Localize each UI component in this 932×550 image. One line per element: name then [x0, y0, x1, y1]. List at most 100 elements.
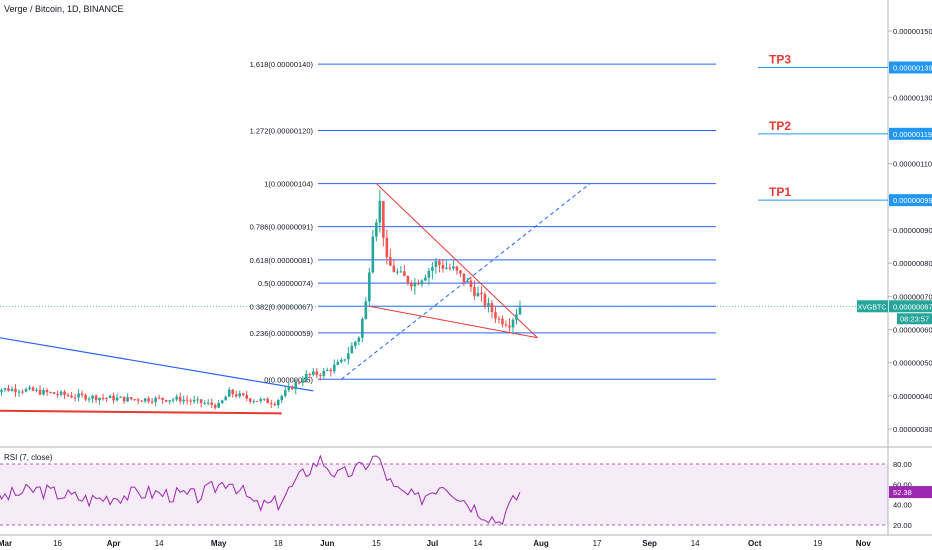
candle-body	[70, 395, 73, 398]
candle-body	[192, 399, 196, 402]
candle-body	[38, 389, 42, 395]
candle-body	[80, 393, 84, 395]
candle-body	[63, 391, 66, 395]
candle-body	[17, 391, 21, 393]
candle-body	[438, 261, 441, 265]
candle-body	[203, 403, 206, 405]
candle-body	[150, 401, 154, 403]
candle-body	[206, 402, 210, 404]
candle-body	[354, 341, 357, 346]
candle-body	[238, 393, 242, 397]
candle-body	[87, 398, 91, 400]
candle-body	[406, 276, 410, 283]
candle-body	[227, 389, 231, 397]
candle-body	[501, 318, 504, 325]
fib-label: 0.618(0.00000081)	[250, 256, 314, 265]
fib-label: 0.5(0.00000074)	[258, 279, 314, 288]
candle-body	[322, 370, 326, 376]
candle-body	[410, 282, 413, 287]
candle-body	[490, 303, 494, 313]
candle-body	[473, 287, 476, 297]
candle-body	[333, 364, 336, 372]
candle-body	[329, 369, 333, 372]
candle-body	[245, 394, 249, 399]
candle-body	[59, 391, 63, 395]
candle-body	[21, 391, 24, 393]
rsi-line	[0, 454, 521, 525]
candle-body	[326, 369, 329, 371]
candle-body	[466, 280, 469, 283]
candle-body	[199, 399, 203, 404]
target-label: TP3	[769, 52, 791, 66]
last-price-tag-label: 0.00000067	[893, 302, 932, 311]
candle-body	[45, 389, 49, 393]
rsi-tick-label: 60.00	[893, 480, 912, 489]
target-price-tag	[889, 127, 932, 140]
time-tick-label: 14	[473, 539, 482, 548]
candle-body	[455, 266, 459, 271]
time-tick-label: Jul	[427, 539, 439, 548]
candle-body	[427, 270, 431, 278]
candle-body	[269, 403, 273, 405]
rsi-value-label: 52.38	[893, 488, 912, 497]
candle-body	[494, 312, 497, 319]
price-tick-label: 0.00000150	[893, 27, 932, 36]
price-tick-label: 0.00000130	[893, 93, 932, 102]
candle-body	[262, 398, 266, 400]
candle-body	[31, 387, 35, 391]
time-tick-label: 18	[274, 539, 283, 548]
symbol-tag-label: XVGBTC	[858, 304, 887, 311]
candle-body	[518, 307, 522, 315]
candle-body	[115, 397, 119, 401]
candle-body	[98, 397, 101, 401]
candle-body	[385, 237, 389, 258]
candle-body	[157, 397, 161, 399]
candle-body	[3, 388, 7, 390]
candle-body	[469, 280, 473, 288]
candle-body	[420, 280, 424, 285]
price-tick-label: 0.00000040	[893, 392, 932, 401]
candle-body	[434, 261, 438, 267]
candle-body	[273, 404, 277, 406]
countdown-tag-label: 08:23:57	[900, 314, 929, 323]
projection-line	[341, 183, 591, 380]
candle-body	[255, 401, 259, 403]
target-price-label: 0.00000099	[893, 196, 932, 205]
candle-body	[77, 393, 80, 398]
candle-body	[220, 400, 224, 404]
candle-body	[294, 382, 298, 390]
candle-body	[480, 292, 483, 295]
chart-title: Verge / Bitcoin, 1D, BINANCE	[4, 4, 124, 14]
price-tick-label: 0.00000030	[893, 425, 932, 434]
candle-body	[178, 396, 182, 402]
candle-body	[217, 403, 220, 408]
candle-body	[371, 236, 375, 273]
candle-body	[10, 388, 14, 391]
candle-body	[290, 386, 294, 390]
candle-body	[364, 301, 368, 319]
candle-body	[396, 271, 399, 273]
candle-body	[487, 303, 490, 306]
candle-body	[350, 345, 354, 354]
time-tick-label: 19	[813, 539, 822, 548]
time-tick-label: Mar	[0, 539, 12, 548]
rsi-value-tag	[889, 486, 932, 499]
candle-body	[462, 273, 466, 283]
candle-body	[105, 397, 108, 399]
candle-body	[161, 397, 164, 400]
candle-body	[56, 393, 59, 395]
time-tick-label: 17	[593, 539, 602, 548]
candle-body	[508, 325, 511, 328]
candle-body	[182, 399, 185, 402]
candle-body	[196, 399, 199, 401]
candle-body	[84, 394, 87, 400]
candle-body	[361, 318, 364, 338]
candle-body	[35, 389, 38, 391]
support-line	[0, 409, 282, 415]
candle-body	[28, 387, 31, 390]
candle-body	[42, 389, 45, 395]
rsi-tick-label: 80.00	[893, 460, 912, 469]
time-axis[interactable]: Mar 16 Apr 14 May 18 Jun 15 Jul 14 Aug 17 Sep 14 Oct 19…	[0, 539, 871, 548]
